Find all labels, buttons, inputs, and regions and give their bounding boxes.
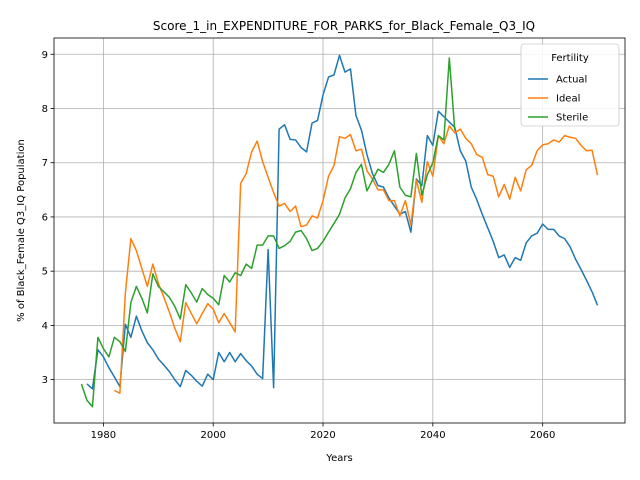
y-tick-label: 7: [42, 158, 48, 169]
series-line-ideal: [114, 125, 599, 394]
x-tick-label: 2040: [420, 430, 445, 441]
series-line-sterile: [80, 57, 456, 408]
legend-label-actual: Actual: [556, 75, 587, 86]
x-axis-label: Years: [325, 453, 352, 464]
legend-entries: Actual Ideal Sterile: [528, 75, 588, 124]
y-tick-label: 9: [42, 50, 48, 61]
x-tick-label: 2060: [530, 430, 555, 441]
y-tick-label: 6: [42, 212, 48, 223]
series-lines: [80, 54, 599, 408]
legend-title: Fertility: [551, 53, 589, 64]
y-tick-label: 5: [42, 267, 48, 278]
plot-frame: [53, 37, 626, 424]
x-tick-label: 2000: [200, 430, 225, 441]
legend-label-sterile: Sterile: [556, 113, 588, 124]
legend-box: [520, 43, 620, 127]
y-tick-label: 4: [42, 321, 48, 332]
series-line-actual: [86, 54, 599, 390]
y-axis-label: % of Black_Female Q3_IQ Population: [16, 139, 27, 322]
y-tick-label: 3: [42, 375, 48, 386]
chart-title: Score_1_in_EXPENDITURE_FOR_PARKS_for_Bla…: [153, 19, 535, 33]
x-tick-label: 2020: [310, 430, 335, 441]
y-axis-ticks: 3 4 5 6 7 8 9: [42, 50, 54, 386]
legend-label-ideal: Ideal: [556, 94, 580, 105]
y-tick-label: 8: [42, 104, 48, 115]
x-tick-label: 1980: [91, 430, 116, 441]
x-axis-ticks: 1980 2000 2020 2040 2060: [91, 423, 555, 441]
legend: Fertility Actual Ideal Sterile: [520, 43, 620, 127]
